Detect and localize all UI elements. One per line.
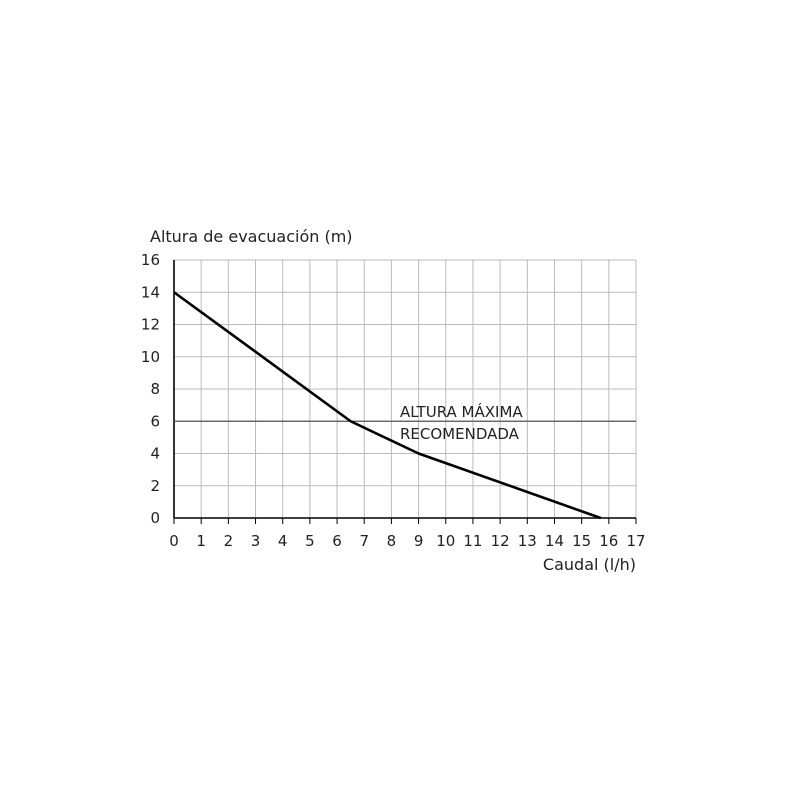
y-tick-label: 16: [141, 251, 160, 269]
x-tick-label: 11: [463, 532, 482, 550]
y-tick-label: 10: [141, 348, 160, 366]
series-line: [173, 291, 602, 520]
x-tick-label: 6: [332, 532, 342, 550]
y-tick-label: 0: [150, 509, 160, 527]
y-tick-label: 12: [141, 316, 160, 334]
x-axis-title: Caudal (l/h): [543, 555, 636, 574]
x-tick-label: 5: [305, 532, 315, 550]
x-tick-label: 16: [599, 532, 618, 550]
y-tick-label: 2: [150, 477, 160, 495]
x-tick-label: 14: [545, 532, 564, 550]
y-axis-title: Altura de evacuación (m): [150, 227, 353, 246]
x-tick-label: 4: [278, 532, 288, 550]
x-tick-label: 12: [491, 532, 510, 550]
x-tick-label: 2: [224, 532, 234, 550]
series-group: [173, 291, 602, 520]
reference-line-label-2: RECOMENDADA: [400, 425, 520, 443]
x-tick-label: 3: [251, 532, 261, 550]
grid: [174, 259, 637, 518]
x-tick-label: 1: [196, 532, 206, 550]
y-tick-label: 14: [141, 283, 160, 301]
x-tick-label: 7: [359, 532, 369, 550]
y-tick-label: 8: [150, 380, 160, 398]
reference-line-label-1: ALTURA MÁXIMA: [400, 402, 523, 421]
y-tick-label: 6: [150, 412, 160, 430]
x-tick-label: 10: [436, 532, 455, 550]
x-tick-label: 0: [169, 532, 179, 550]
x-tick-label: 8: [387, 532, 397, 550]
x-tick-label: 13: [518, 532, 537, 550]
x-tick-label: 9: [414, 532, 424, 550]
x-tick-label: 15: [572, 532, 591, 550]
axes: [173, 260, 637, 524]
y-tick-label: 4: [150, 445, 160, 463]
x-tick-label: 17: [626, 532, 645, 550]
